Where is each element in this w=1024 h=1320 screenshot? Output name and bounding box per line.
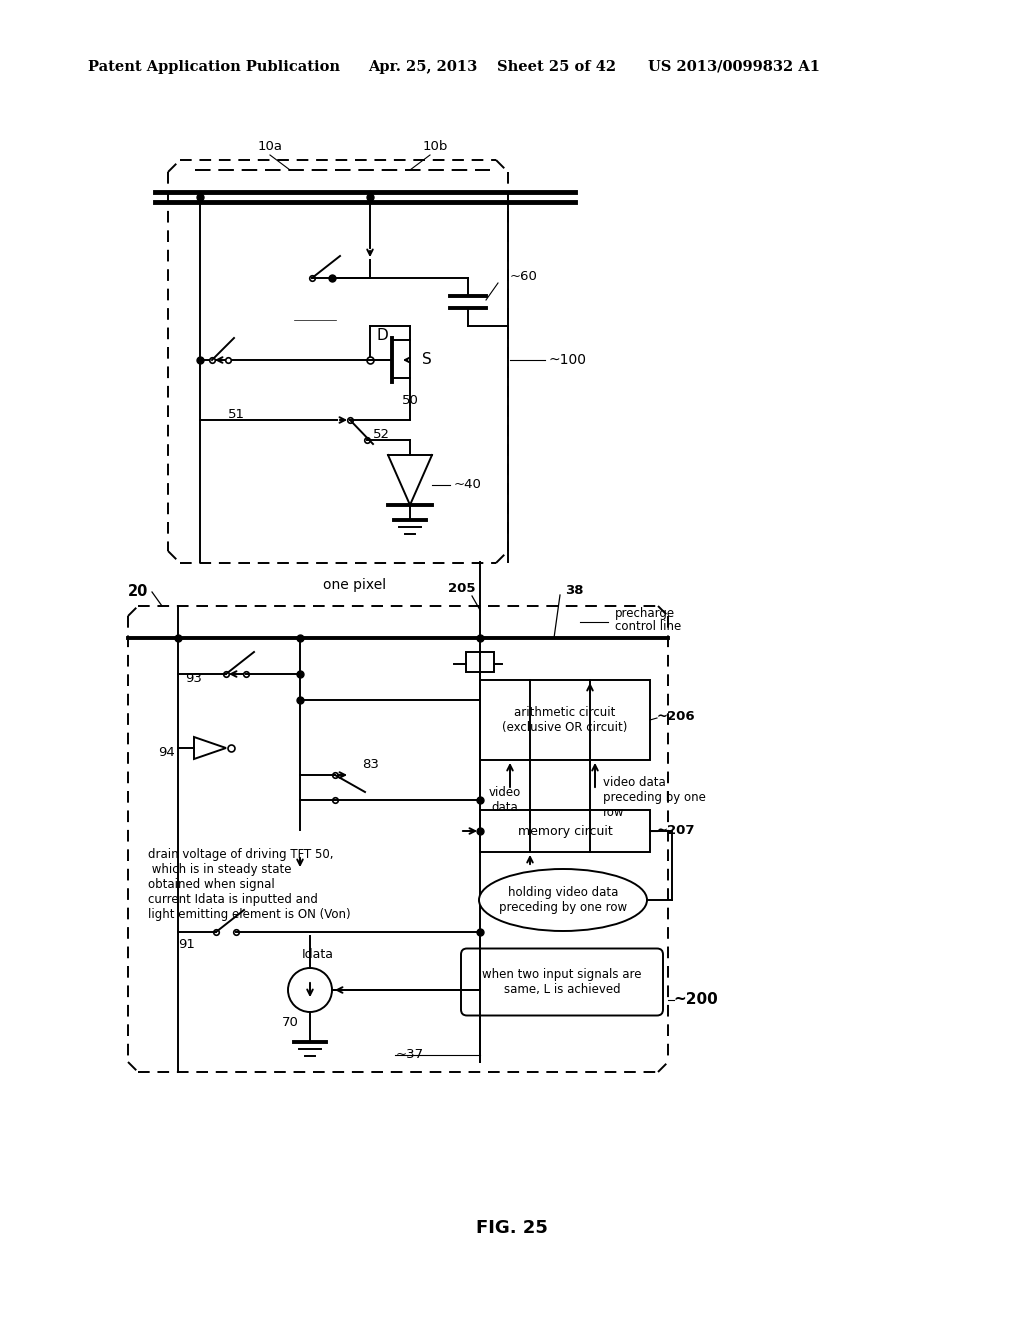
Text: Idata: Idata xyxy=(302,949,334,961)
Text: ~200: ~200 xyxy=(673,993,718,1007)
Text: 20: 20 xyxy=(128,585,148,599)
Text: ~207: ~207 xyxy=(657,824,695,837)
Bar xyxy=(466,652,494,672)
Text: 10a: 10a xyxy=(257,140,283,153)
Text: control line: control line xyxy=(615,619,681,632)
Text: Sheet 25 of 42: Sheet 25 of 42 xyxy=(497,59,616,74)
Text: precharge: precharge xyxy=(615,607,675,620)
Text: arithmetic circuit
(exclusive OR circuit): arithmetic circuit (exclusive OR circuit… xyxy=(503,706,628,734)
Bar xyxy=(480,810,650,851)
Text: FIG. 25: FIG. 25 xyxy=(476,1218,548,1237)
Text: when two input signals are
same, L is achieved: when two input signals are same, L is ac… xyxy=(482,968,642,997)
Text: 94: 94 xyxy=(159,747,175,759)
Text: memory circuit: memory circuit xyxy=(517,825,612,837)
Text: video data
preceding by one
row: video data preceding by one row xyxy=(603,776,706,820)
Text: holding video data
preceding by one row: holding video data preceding by one row xyxy=(499,886,627,913)
Text: Apr. 25, 2013: Apr. 25, 2013 xyxy=(368,59,477,74)
Text: ~37: ~37 xyxy=(396,1048,424,1061)
Text: US 2013/0099832 A1: US 2013/0099832 A1 xyxy=(648,59,820,74)
Text: 205: 205 xyxy=(449,582,476,594)
Text: one pixel: one pixel xyxy=(324,578,387,591)
Text: 70: 70 xyxy=(282,1015,298,1028)
Text: ~60: ~60 xyxy=(510,269,538,282)
Text: 83: 83 xyxy=(362,759,379,771)
Text: ~40: ~40 xyxy=(454,479,482,491)
Bar xyxy=(480,680,650,760)
Text: S: S xyxy=(422,352,432,367)
Text: 52: 52 xyxy=(373,429,390,441)
Text: 91: 91 xyxy=(178,937,195,950)
Text: 10b: 10b xyxy=(422,140,447,153)
Text: 38: 38 xyxy=(565,583,584,597)
Text: D: D xyxy=(376,329,388,343)
Ellipse shape xyxy=(479,869,647,931)
FancyBboxPatch shape xyxy=(461,949,663,1015)
Text: 50: 50 xyxy=(401,393,419,407)
Text: video
data: video data xyxy=(488,785,521,814)
Text: 93: 93 xyxy=(185,672,202,685)
Text: ~100: ~100 xyxy=(548,352,586,367)
Text: ~206: ~206 xyxy=(657,710,695,722)
Text: Patent Application Publication: Patent Application Publication xyxy=(88,59,340,74)
Text: 51: 51 xyxy=(228,408,245,421)
Text: drain voltage of driving TFT 50,
 which is in steady state
obtained when signal
: drain voltage of driving TFT 50, which i… xyxy=(148,847,350,921)
